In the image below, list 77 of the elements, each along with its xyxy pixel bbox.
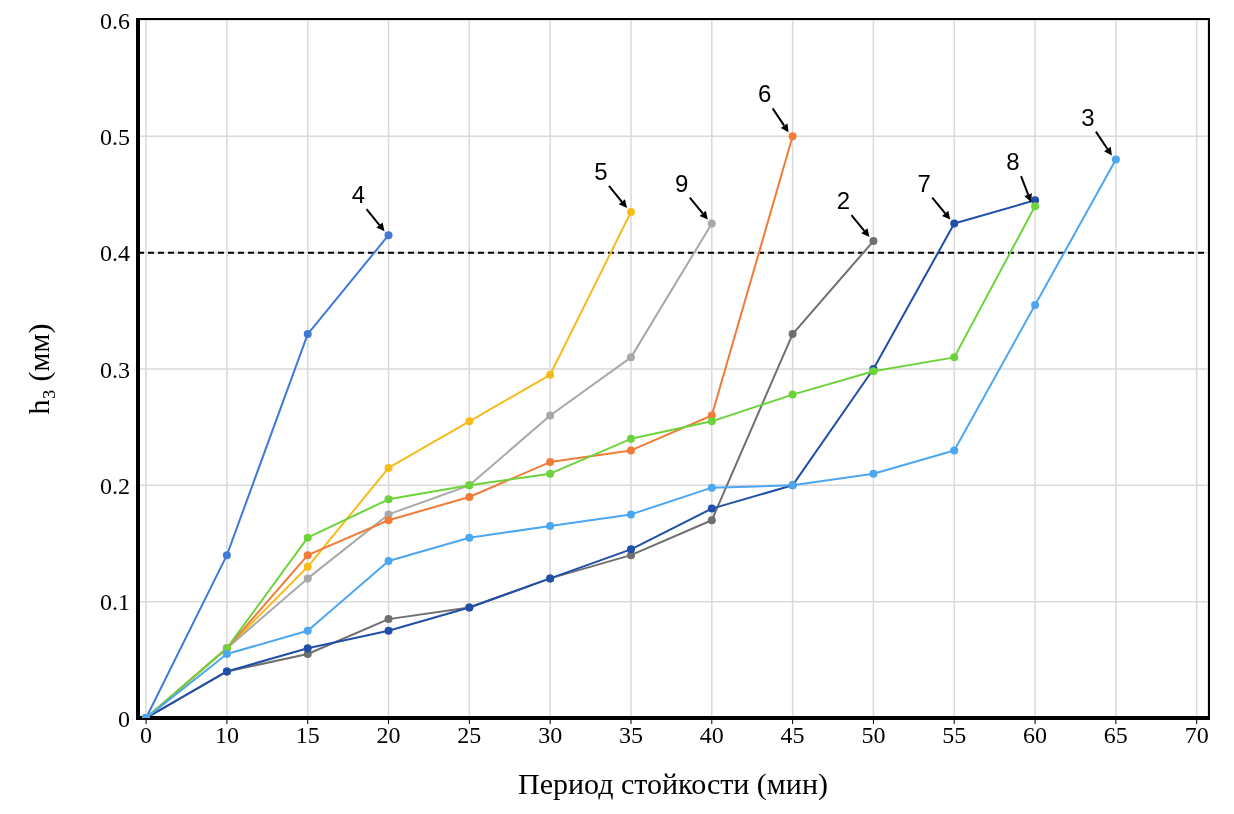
x-tick-label: 55 (942, 722, 967, 749)
y-tick-label: 0.1 (100, 589, 130, 616)
point (788, 330, 797, 339)
point (546, 522, 555, 531)
series-label: 2 (836, 187, 851, 215)
series-label: 9 (675, 169, 689, 197)
point (707, 483, 716, 492)
point (707, 504, 716, 513)
x-tick-label: 25 (457, 722, 482, 749)
point (384, 615, 393, 624)
point (303, 626, 312, 635)
point (546, 411, 555, 420)
point (788, 390, 797, 399)
y-tick-label: 0.4 (100, 240, 130, 267)
point (950, 219, 959, 228)
y-axis-title: h₃ (мм) (21, 323, 56, 415)
point (626, 510, 635, 519)
point (546, 370, 555, 379)
point (950, 446, 959, 455)
series-label: 5 (594, 157, 608, 185)
x-tick-label: 35 (618, 722, 643, 749)
point (626, 446, 635, 455)
point (707, 219, 716, 228)
point (384, 463, 393, 472)
point (384, 231, 393, 240)
x-tick-label: 0 (140, 722, 153, 749)
point (384, 516, 393, 525)
point (303, 574, 312, 583)
point (546, 469, 555, 478)
y-tick-label: 0.5 (100, 123, 130, 150)
series-label: 4 (351, 181, 366, 209)
point (303, 330, 312, 339)
point (788, 132, 797, 141)
point (626, 545, 635, 554)
point (707, 516, 716, 525)
x-tick-label: 40 (699, 722, 724, 749)
point (384, 626, 393, 635)
point (222, 551, 231, 560)
point (465, 417, 474, 426)
series-label: 8 (1006, 148, 1020, 176)
point (1111, 155, 1120, 164)
point (707, 417, 716, 426)
series-label: 3 (1081, 103, 1095, 131)
point (950, 353, 959, 362)
series-label: 6 (757, 80, 772, 108)
x-tick-label: 45 (780, 722, 805, 749)
point (465, 492, 474, 501)
point (626, 434, 635, 443)
x-tick-label: 10 (214, 722, 239, 749)
point (626, 353, 635, 362)
y-tick-label: 0.2 (100, 472, 130, 499)
point (626, 207, 635, 216)
x-tick-label: 50 (861, 722, 886, 749)
point (465, 533, 474, 542)
point (1031, 202, 1040, 211)
point (869, 469, 878, 478)
point (869, 237, 878, 246)
point (222, 650, 231, 659)
point (384, 495, 393, 504)
x-tick-label: 65 (1103, 722, 1128, 749)
point (303, 533, 312, 542)
x-tick-label: 15 (295, 722, 320, 749)
x-tick-label: 20 (376, 722, 401, 749)
point (303, 551, 312, 560)
point (303, 562, 312, 571)
point (1031, 301, 1040, 310)
x-tick-label: 30 (538, 722, 563, 749)
x-tick-label: 70 (1184, 722, 1209, 749)
y-tick-label: 0.6 (100, 7, 130, 34)
x-tick-label: 60 (1023, 722, 1048, 749)
y-tick-label: 0 (118, 705, 130, 732)
point (303, 644, 312, 653)
x-axis-title: Период стойкости (мин) (518, 767, 828, 801)
series-label: 7 (917, 169, 931, 197)
point (546, 458, 555, 467)
y-tick-label: 0.3 (100, 356, 130, 383)
point (384, 556, 393, 565)
